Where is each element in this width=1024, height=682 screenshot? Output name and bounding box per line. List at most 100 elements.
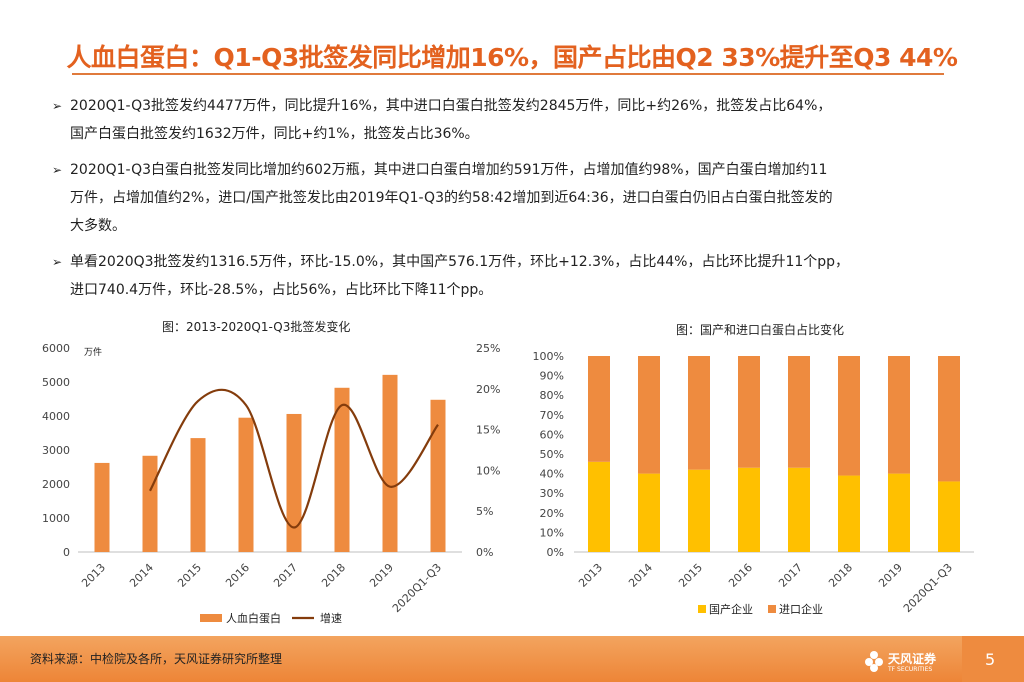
legend-swatch-domestic	[698, 605, 706, 613]
footer-band	[0, 636, 1024, 682]
bar-domestic	[588, 461, 610, 552]
x-tick-label: 2016	[223, 561, 252, 590]
bar-import	[738, 356, 760, 468]
bullet-item: ➢ 2020Q1-Q3批签发约4477万件，同比提升16%，其中进口白蛋白批签发…	[52, 92, 952, 148]
bar-import	[688, 356, 710, 470]
x-tick-label: 2018	[826, 561, 855, 590]
y-tick-label: 6000	[42, 342, 70, 355]
y-tick-label: 5000	[42, 376, 70, 389]
legend-label: 增速	[320, 611, 342, 625]
y-tick-label: 100%	[533, 350, 564, 363]
bar-import	[588, 356, 610, 462]
y-tick-label: 50%	[540, 448, 564, 461]
y2-tick-label: 0%	[476, 546, 493, 559]
page-title: 人血白蛋白：Q1-Q3批签发同比增加16%，国产占比由Q2 33%提升至Q3 4…	[66, 43, 958, 72]
x-tick-label: 2014	[127, 561, 156, 590]
bar-domestic	[838, 475, 860, 552]
bullet-item: ➢ 单看2020Q3批签发约1316.5万件，环比-15.0%，其中国产576.…	[52, 248, 952, 304]
legend-label: 人血白蛋白	[226, 611, 281, 625]
y2-tick-label: 5%	[476, 505, 493, 518]
legend-swatch-bar	[200, 614, 222, 622]
y-tick-label: 1000	[42, 512, 70, 525]
bullet-line: 国产白蛋白批签发约1632万件，同比+约1%，批签发占比36%。	[70, 126, 479, 142]
bullet-item: ➢ 2020Q1-Q3白蛋白批签发同比增加约602万瓶，其中进口白蛋白增加约59…	[52, 156, 952, 240]
page-number-box	[962, 636, 1024, 682]
y-tick-label: 10%	[540, 526, 564, 539]
footer-brand-sub: TF SECURITIES	[888, 666, 933, 673]
bar	[382, 374, 398, 552]
legend-swatch-import	[768, 605, 776, 613]
bar	[334, 387, 350, 552]
bar-domestic	[888, 473, 910, 552]
chart1-title: 图：2013-2020Q1-Q3批签发变化	[162, 320, 351, 334]
arrow-bullet-icon: ➢	[52, 255, 63, 269]
x-tick-label: 2017	[271, 561, 300, 590]
y-tick-label: 0	[63, 546, 70, 559]
x-tick-label: 2017	[776, 561, 805, 590]
footer-source-note: 资料来源：中检院及各所，天风证券研究所整理	[30, 652, 283, 666]
page-number: 5	[985, 650, 996, 669]
bullet-line: 单看2020Q3批签发约1316.5万件，环比-15.0%，其中国产576.1万…	[70, 254, 850, 270]
title-divider	[72, 73, 944, 75]
x-tick-label: 2013	[79, 561, 108, 590]
y-tick-label: 20%	[540, 507, 564, 520]
legend-label: 进口企业	[779, 602, 823, 616]
bullet-line: 大多数。	[70, 218, 126, 234]
x-tick-label: 2019	[367, 561, 396, 590]
y-axis-unit-label: 万件	[84, 346, 102, 358]
y-tick-label: 60%	[540, 428, 564, 441]
bar-domestic	[788, 467, 810, 552]
y-tick-label: 3000	[42, 444, 70, 457]
y-tick-label: 90%	[540, 370, 564, 383]
y-tick-label: 0%	[547, 546, 564, 559]
bar-domestic	[688, 469, 710, 552]
x-tick-label: 2020Q1-Q3	[390, 561, 444, 615]
bar	[286, 413, 302, 552]
bullet-line: 2020Q1-Q3批签发约4477万件，同比提升16%，其中进口白蛋白批签发约2…	[70, 98, 832, 114]
legend-label: 国产企业	[709, 602, 753, 616]
y-tick-label: 70%	[540, 409, 564, 422]
x-tick-label: 2015	[175, 561, 204, 590]
y-tick-label: 2000	[42, 478, 70, 491]
bar	[430, 399, 446, 552]
bullet-line: 万件，占增加值约2%，进口/国产批签发比由2019年Q1-Q3的约58:42增加…	[70, 190, 833, 206]
arrow-bullet-icon: ➢	[52, 99, 63, 113]
y2-tick-label: 10%	[476, 464, 500, 477]
y2-tick-label: 20%	[476, 383, 500, 396]
x-tick-label: 2018	[319, 561, 348, 590]
y-tick-label: 4000	[42, 410, 70, 423]
bar-domestic	[738, 467, 760, 552]
tf-logo-icon	[865, 651, 883, 672]
x-tick-label: 2020Q1-Q3	[901, 561, 955, 615]
bullet-line: 2020Q1-Q3白蛋白批签发同比增加约602万瓶，其中进口白蛋白增加约591万…	[70, 162, 828, 178]
bar-import	[838, 356, 860, 476]
footer-brand: 天风证券	[888, 652, 937, 666]
bar-import	[638, 356, 660, 474]
x-tick-label: 2014	[626, 561, 655, 590]
x-tick-label: 2015	[676, 561, 705, 590]
chart2-svg: 0% 10% 20% 30% 40% 50% 60% 70% 80% 90% 100% 2013 201…	[533, 350, 974, 616]
bar	[238, 417, 254, 552]
bullet-line: 进口740.4万件，环比-28.5%，占比56%，占比环比下降11个pp。	[70, 282, 493, 298]
bar	[94, 462, 110, 552]
chart1-svg: 0 1000 2000 3000 4000 5000 6000 0% 5% 10% 15% 20% 25…	[42, 342, 500, 625]
bar-domestic	[638, 473, 660, 552]
y-tick-label: 80%	[540, 389, 564, 402]
x-tick-label: 2013	[576, 561, 605, 590]
x-tick-label: 2019	[876, 561, 905, 590]
y-tick-label: 30%	[540, 487, 564, 500]
bar-domestic	[938, 481, 960, 552]
bar	[190, 438, 206, 552]
bar-import	[938, 356, 960, 482]
arrow-bullet-icon: ➢	[52, 163, 63, 177]
bar-import	[888, 356, 910, 474]
bar	[142, 455, 158, 552]
y2-tick-label: 25%	[476, 342, 500, 355]
x-tick-label: 2016	[726, 561, 755, 590]
bullet-list: ➢ 2020Q1-Q3批签发约4477万件，同比提升16%，其中进口白蛋白批签发…	[52, 92, 952, 312]
bar-import	[788, 356, 810, 468]
growth-line	[149, 388, 439, 529]
y-tick-label: 40%	[540, 468, 564, 481]
y2-tick-label: 15%	[476, 424, 500, 437]
chart2-title: 图：国产和进口白蛋白占比变化	[676, 323, 845, 337]
